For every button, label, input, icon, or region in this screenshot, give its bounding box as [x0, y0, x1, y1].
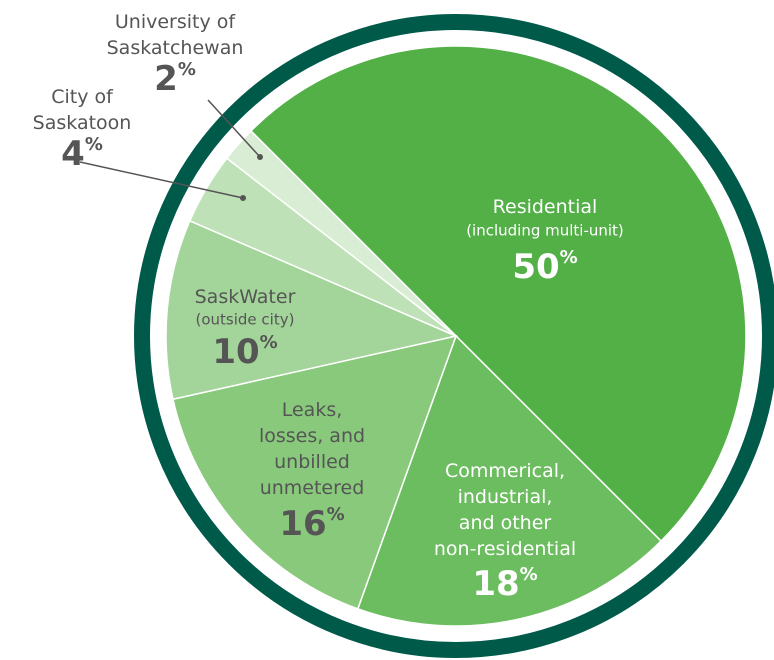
value-label: 18% [472, 564, 537, 604]
value-number: 50 [512, 247, 559, 287]
label-line: Leaks, [282, 399, 343, 421]
label-line: unmetered [260, 477, 365, 499]
value-unit: % [260, 332, 278, 353]
leader-line [207, 99, 261, 158]
value-number: 16 [279, 504, 326, 544]
value-number: 4 [61, 134, 85, 174]
label-line: University of [115, 11, 237, 33]
slice-label: Commerical, industrial, and other non-resid… [434, 460, 576, 560]
slice-label: SaskWater [195, 286, 296, 308]
value-label: 16% [279, 504, 344, 544]
value-unit: % [178, 59, 196, 80]
label-line: non-residential [434, 538, 576, 560]
outer-ring [134, 14, 774, 658]
value-label: 10% [212, 332, 277, 372]
label-line: industrial, [458, 486, 553, 508]
slice-sublabel: (including multi-unit) [466, 222, 624, 240]
value-unit: % [520, 564, 538, 585]
label-line: Commerical, [445, 460, 565, 482]
slice-label: Leaks, losses, and unbilled unmetered [259, 399, 365, 499]
pie-slice [249, 45, 747, 543]
pie-slice [356, 334, 663, 627]
value-number: 2 [154, 59, 178, 99]
slice-label: University of Saskatchewan [107, 11, 244, 59]
value-number: 18 [472, 564, 519, 604]
label-line: Residential [493, 196, 598, 218]
label-line: City of [51, 86, 114, 108]
leader-line [79, 161, 244, 199]
value-unit: % [327, 504, 345, 525]
label-line: Saskatchewan [107, 37, 244, 59]
label-line: Saskatoon [33, 112, 132, 134]
label-line: and other [459, 512, 552, 534]
value-unit: % [85, 134, 103, 155]
label-line: unbilled [274, 451, 350, 473]
label-line: SaskWater [195, 286, 296, 308]
pie-slice [172, 334, 458, 610]
label-line: losses, and [259, 425, 365, 447]
pie-slice [225, 129, 457, 337]
value-number: 10 [212, 332, 259, 372]
value-unit: % [560, 247, 578, 268]
value-label: 4% [61, 134, 103, 174]
slice-label: Residential [493, 196, 598, 218]
pie-slice [165, 219, 459, 401]
slice-label: City of Saskatoon [33, 86, 132, 134]
value-label: 50% [512, 247, 577, 287]
leader-dot [257, 154, 263, 160]
leader-dot [240, 195, 246, 201]
slice-sublabel: (outside city) [196, 311, 295, 329]
value-label: 2% [154, 59, 196, 99]
